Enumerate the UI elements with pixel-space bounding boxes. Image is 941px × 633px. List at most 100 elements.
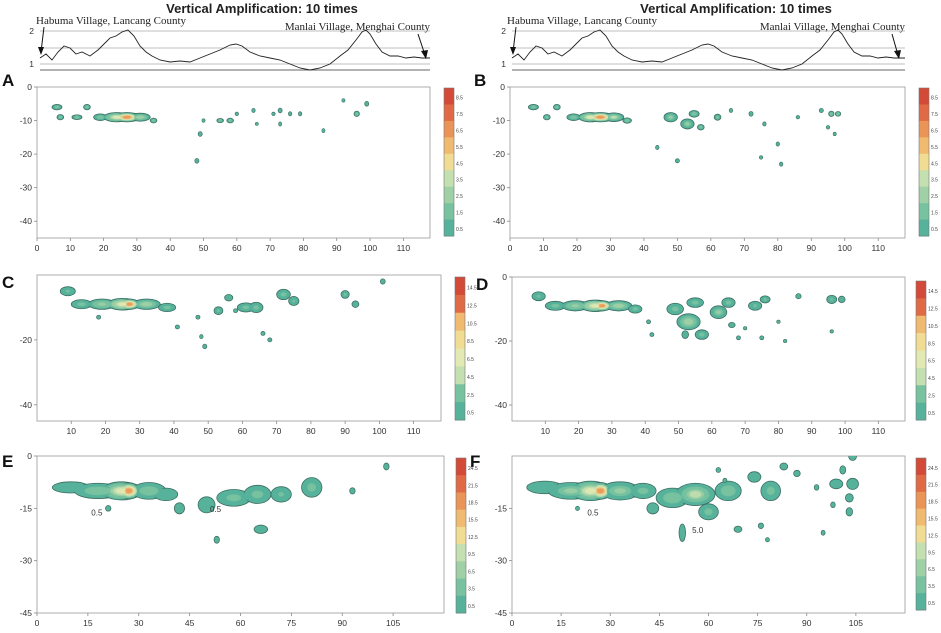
contour-region: [849, 456, 856, 460]
contour-region: [794, 470, 800, 477]
panel-letter-d: D: [476, 275, 488, 294]
contour-region: [724, 488, 732, 494]
y-tick-label: -20: [495, 336, 508, 346]
x-tick-label: 90: [340, 426, 350, 436]
contour-region: [343, 292, 347, 296]
plot-area: [511, 276, 906, 422]
colorbar-label: 4.5: [931, 161, 938, 167]
x-tick-label: 60: [232, 243, 242, 253]
colorbar-frame: [454, 276, 466, 421]
contour-region: [115, 488, 128, 494]
contour-region: [98, 115, 103, 119]
contour-region: [829, 112, 833, 116]
contour-region: [78, 302, 85, 306]
panel-letter-f: F: [470, 452, 480, 471]
contour-region: [783, 339, 787, 343]
colorbar-swatch: [444, 104, 454, 122]
y-tick-label: -15: [495, 503, 508, 513]
contour-region: [571, 115, 576, 119]
contour-region: [123, 115, 131, 119]
colorbar-swatch: [919, 137, 929, 155]
x-tick-label: 80: [774, 426, 784, 436]
contour-fills: [51, 98, 370, 164]
contour-region: [584, 488, 597, 494]
x-tick-label: 60: [706, 243, 716, 253]
contour-region: [586, 115, 594, 119]
x-tick-label: 10: [541, 426, 551, 436]
contour-region: [271, 112, 275, 116]
colorbar-swatch: [919, 186, 929, 204]
contour-region: [539, 485, 551, 490]
contour-region: [675, 159, 680, 163]
contour-region: [125, 488, 133, 494]
contour-region: [352, 301, 359, 307]
x-tick-label: 100: [838, 426, 852, 436]
contour-fills: [526, 456, 859, 543]
contour-region: [716, 310, 721, 315]
contour-region: [142, 302, 151, 306]
profile-ytick: 2: [29, 26, 34, 36]
x-tick-label: 30: [135, 426, 145, 436]
contour-region: [726, 301, 731, 305]
x-tick-label: 70: [740, 426, 750, 436]
x-tick-label: 110: [397, 243, 411, 253]
contour-region: [646, 320, 651, 324]
contour-region: [98, 302, 107, 306]
colorbar-label: 1.5: [931, 211, 938, 217]
arrowhead-icon: [421, 50, 428, 59]
colorbar-label: 10.5: [928, 324, 938, 330]
contour-region: [288, 112, 292, 116]
contour-region: [198, 131, 202, 136]
colorbar-swatch: [916, 542, 926, 560]
colorbar-label: 0.5: [928, 411, 935, 417]
contour-region: [202, 119, 206, 123]
contour-region: [830, 329, 834, 333]
panel-letter-a: A: [2, 71, 14, 90]
contour-region: [633, 307, 638, 311]
contour-region: [667, 495, 678, 501]
contour-region: [152, 119, 156, 123]
x-tick-label: 20: [574, 426, 584, 436]
contour-region: [531, 105, 535, 109]
x-tick-label: 50: [199, 243, 209, 253]
contour-region: [748, 472, 760, 482]
contour-region: [308, 484, 315, 491]
x-tick-label: 110: [872, 426, 886, 436]
x-tick-label: 10: [539, 243, 549, 253]
contour-region: [341, 98, 345, 102]
colorbar-label: 2.5: [931, 194, 938, 200]
colorbar-swatch: [456, 544, 466, 562]
colorbar-swatch: [444, 120, 454, 138]
contour-fills: [528, 104, 842, 167]
contour-region: [268, 338, 272, 342]
contour-region: [253, 491, 262, 498]
colorbar-swatch: [919, 88, 929, 105]
x-tick-label: 20: [101, 426, 111, 436]
y-tick-label: -40: [493, 216, 506, 226]
elevation-line: [511, 29, 905, 71]
contour-chart-e: 0.5 0.5 0 15 30 45 60 75 90 105 0 -15 -30 -45 24.5 21.5…: [20, 451, 478, 628]
contour-region: [685, 122, 690, 126]
x-tick-label: 20: [99, 243, 109, 253]
contour-region: [759, 155, 763, 159]
contour-region: [767, 488, 774, 494]
colorbar-frame: [915, 457, 927, 611]
colorbar-label: 5.5: [456, 145, 463, 151]
x-tick-label: 60: [236, 618, 246, 628]
colorbar-label: 15.5: [468, 518, 478, 524]
contour-region: [162, 492, 170, 497]
contour-region: [625, 119, 629, 123]
contour-region: [596, 115, 605, 119]
colorbar-swatch: [455, 294, 465, 314]
x-tick-label: 90: [807, 426, 817, 436]
y-tick-label: -15: [20, 503, 33, 513]
colorbar-label: 0.5: [456, 227, 463, 233]
contour-region: [836, 112, 840, 116]
colorbar-swatch: [456, 475, 466, 493]
colorbar-label: 14.5: [467, 286, 477, 292]
colorbar-frame: [455, 457, 467, 614]
contour-label: 0.5: [587, 508, 599, 517]
contour-region: [776, 320, 780, 324]
x-tick-label: 0: [510, 618, 515, 628]
colorbar-swatch: [919, 203, 929, 221]
